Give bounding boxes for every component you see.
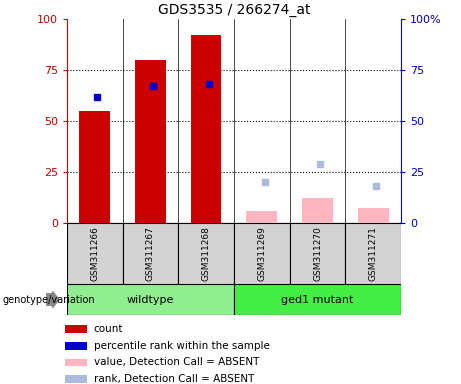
Title: GDS3535 / 266274_at: GDS3535 / 266274_at — [158, 3, 310, 17]
Bar — [67, 284, 234, 315]
Bar — [191, 35, 221, 223]
FancyArrow shape — [46, 291, 59, 308]
Bar — [247, 210, 277, 223]
Bar — [65, 375, 88, 383]
Bar — [67, 223, 123, 284]
Text: genotype/variation: genotype/variation — [2, 295, 95, 305]
Text: GSM311268: GSM311268 — [201, 226, 211, 281]
Text: value, Detection Call = ABSENT: value, Detection Call = ABSENT — [94, 358, 259, 367]
Bar — [290, 223, 345, 284]
Bar — [135, 60, 165, 223]
Bar — [65, 359, 88, 366]
Text: ged1 mutant: ged1 mutant — [281, 295, 354, 305]
Bar — [65, 325, 88, 333]
Text: GSM311266: GSM311266 — [90, 226, 99, 281]
Text: count: count — [94, 324, 123, 334]
Bar — [123, 223, 178, 284]
Text: GSM311271: GSM311271 — [369, 226, 378, 281]
Text: percentile rank within the sample: percentile rank within the sample — [94, 341, 270, 351]
Bar — [358, 209, 389, 223]
Bar — [178, 223, 234, 284]
Text: GSM311269: GSM311269 — [257, 226, 266, 281]
Text: GSM311267: GSM311267 — [146, 226, 155, 281]
Text: GSM311270: GSM311270 — [313, 226, 322, 281]
Bar — [345, 223, 401, 284]
Bar — [234, 223, 290, 284]
Bar — [302, 198, 333, 223]
Text: wildtype: wildtype — [127, 295, 174, 305]
Text: rank, Detection Call = ABSENT: rank, Detection Call = ABSENT — [94, 374, 254, 384]
Bar — [65, 342, 88, 350]
Bar — [79, 111, 110, 223]
Bar — [234, 284, 401, 315]
